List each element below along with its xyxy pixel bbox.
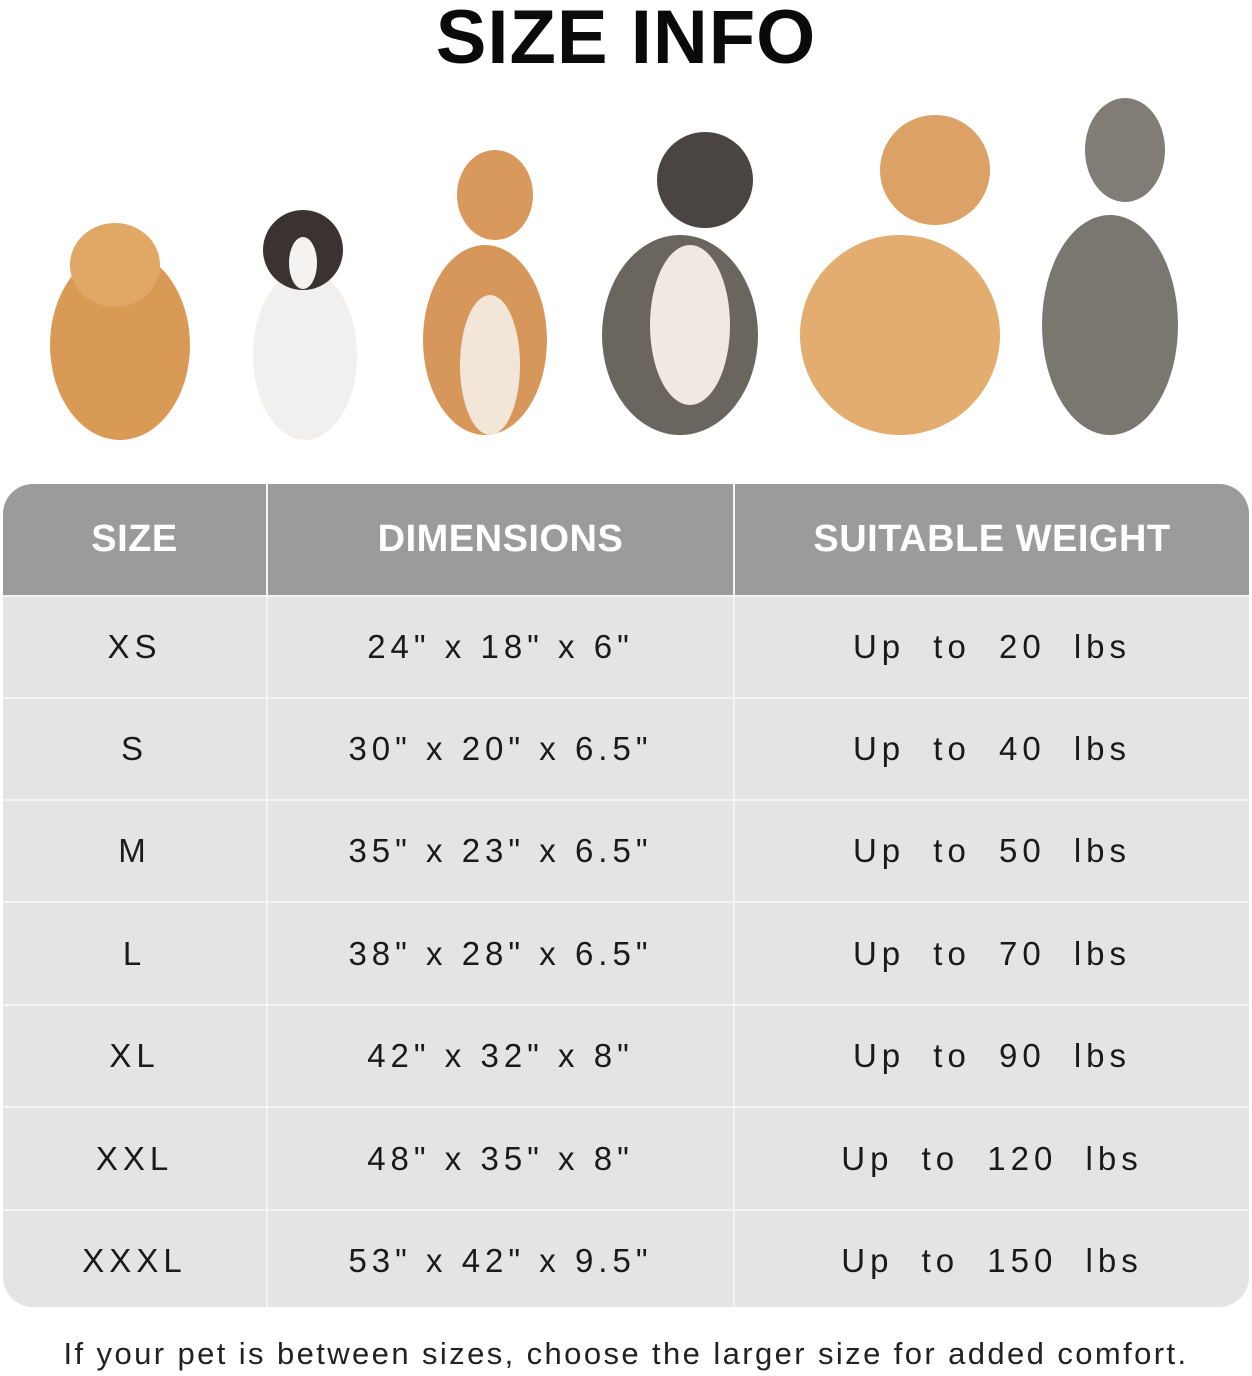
dimensions-cell: 42" x 32" x 8" bbox=[268, 1006, 735, 1106]
page-title: SIZE INFO bbox=[435, 0, 817, 80]
table-row: XL 42" x 32" x 8" Up to 90 lbs bbox=[3, 1004, 1249, 1106]
dimensions-cell: 38" x 28" x 6.5" bbox=[268, 903, 735, 1004]
size-table: SIZE DIMENSIONS SUITABLE WEIGHT XS 24" x … bbox=[3, 484, 1249, 1307]
table-header: SIZE DIMENSIONS SUITABLE WEIGHT bbox=[3, 484, 1249, 595]
dimensions-cell: 53" x 42" x 9.5" bbox=[268, 1211, 735, 1307]
size-cell: XS bbox=[3, 597, 268, 697]
weight-cell: Up to 90 lbs bbox=[852, 1037, 1132, 1074]
weight-cell: Up to 50 lbs bbox=[852, 832, 1132, 869]
size-cell: M bbox=[3, 801, 268, 901]
footer-note: If your pet is between sizes, choose the… bbox=[63, 1336, 1189, 1371]
pomeranian-image bbox=[50, 223, 190, 440]
size-cell: S bbox=[3, 699, 268, 799]
size-cell: L bbox=[3, 903, 268, 1004]
table-row: S 30" x 20" x 6.5" Up to 40 lbs bbox=[3, 697, 1249, 799]
dimensions-cell: 24" x 18" x 6" bbox=[268, 597, 735, 697]
dimensions-cell: 48" x 35" x 8" bbox=[268, 1108, 735, 1209]
weight-cell: Up to 150 lbs bbox=[841, 1242, 1143, 1279]
weight-cell: Up to 40 lbs bbox=[852, 730, 1132, 767]
dog-photos bbox=[50, 98, 1178, 440]
weimaraner-image bbox=[1042, 98, 1178, 435]
size-cell: XL bbox=[3, 1006, 268, 1106]
australian-shepherd-image bbox=[602, 132, 758, 435]
table-row: XXXL 53" x 42" x 9.5" Up to 150 lbs bbox=[3, 1209, 1249, 1307]
golden-retriever-image bbox=[800, 115, 1000, 435]
header-weight: SUITABLE WEIGHT bbox=[813, 518, 1171, 560]
french-bulldog-image bbox=[253, 210, 357, 440]
weight-cell: Up to 70 lbs bbox=[852, 934, 1132, 972]
size-cell: XXL bbox=[3, 1108, 268, 1209]
table-row: L 38" x 28" x 6.5" Up to 70 lbs bbox=[3, 901, 1249, 1004]
header-size: SIZE bbox=[3, 484, 268, 595]
dimensions-cell: 35" x 23" x 6.5" bbox=[268, 801, 735, 901]
dimensions-cell: 30" x 20" x 6.5" bbox=[268, 699, 735, 799]
size-cell: XXXL bbox=[3, 1211, 268, 1307]
header-dimensions: DIMENSIONS bbox=[268, 484, 735, 595]
weight-cell: Up to 120 lbs bbox=[841, 1139, 1143, 1177]
table-row: M 35" x 23" x 6.5" Up to 50 lbs bbox=[3, 799, 1249, 901]
weight-cell: Up to 20 lbs bbox=[852, 628, 1132, 665]
shiba-inu-image bbox=[423, 150, 547, 435]
table-row: XS 24" x 18" x 6" Up to 20 lbs bbox=[3, 595, 1249, 697]
table-row: XXL 48" x 35" x 8" Up to 120 lbs bbox=[3, 1106, 1249, 1209]
